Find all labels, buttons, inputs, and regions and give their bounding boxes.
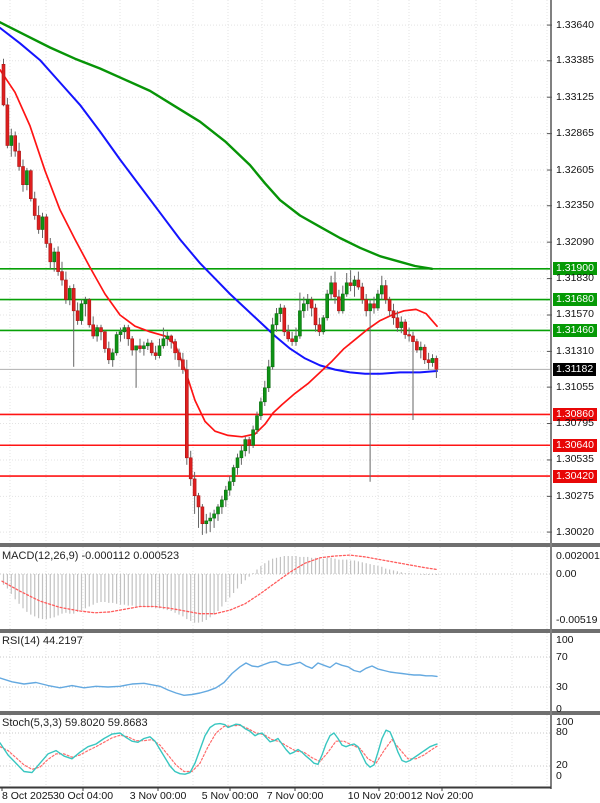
moving-average-medium-blue [0, 26, 438, 375]
moving-average-slow-green [0, 21, 434, 270]
stoch-percent-d-line [0, 724, 438, 773]
macd-histogram [2, 556, 437, 623]
rsi-line [0, 660, 438, 696]
separator-macd-rsi [0, 629, 600, 633]
macd-signal-line [1, 554, 438, 615]
separator-rsi-stoch [0, 711, 600, 715]
stoch-percent-k-line [0, 722, 438, 775]
separator-main-macd [0, 543, 600, 547]
candles-layer [1, 58, 439, 535]
